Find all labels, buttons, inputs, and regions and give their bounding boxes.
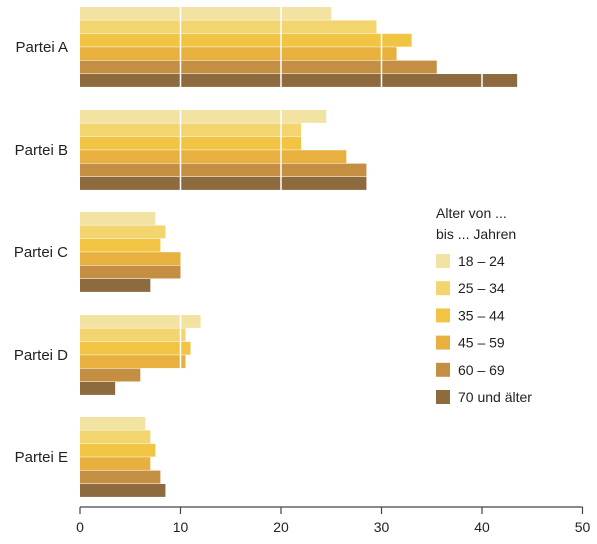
bar-partei-d-70-und-lter	[80, 382, 116, 395]
legend-swatch	[436, 362, 450, 377]
bar-partei-b-45-59	[80, 150, 347, 164]
bar-partei-d-18-24	[80, 315, 201, 328]
gridlines-layer	[179, 7, 483, 396]
bar-partei-a-18-24	[80, 7, 332, 20]
bars-layer	[80, 7, 518, 497]
legend-swatch	[436, 335, 450, 350]
bar-partei-e-60-69	[80, 470, 161, 484]
bar-partei-e-18-24	[80, 417, 146, 430]
bar-partei-e-25-34	[80, 430, 151, 444]
bar-partei-c-25-34	[80, 225, 166, 239]
bar-partei-b-60-69	[80, 163, 367, 177]
x-tick-label: 20	[273, 519, 289, 535]
bar-partei-d-60-69	[80, 368, 141, 382]
bar-partei-a-35-44	[80, 33, 412, 47]
bar-partei-e-45-59	[80, 457, 151, 471]
category-label: Partei E	[15, 449, 68, 466]
category-label: Partei A	[15, 39, 68, 56]
legend-label: 45 – 59	[458, 335, 505, 351]
category-label: Partei D	[14, 347, 68, 364]
bar-partei-d-45-59	[80, 355, 186, 369]
legend-title: Alter von ...	[436, 205, 507, 221]
x-tick-label: 30	[374, 519, 390, 535]
bar-partei-b-70-und-lter	[80, 177, 367, 190]
x-tick-label: 40	[474, 519, 490, 535]
legend-swatch	[436, 390, 450, 404]
x-tick-label: 50	[575, 519, 591, 535]
bar-partei-d-25-34	[80, 328, 186, 342]
category-label: Partei B	[15, 142, 68, 159]
legend-label: 18 – 24	[458, 253, 505, 269]
bar-partei-c-18-24	[80, 212, 156, 225]
legend-swatch	[436, 281, 450, 296]
legend-label: 25 – 34	[458, 280, 505, 296]
legend-label: 35 – 44	[458, 307, 505, 323]
bar-partei-a-45-59	[80, 47, 397, 61]
bar-partei-b-35-44	[80, 136, 302, 150]
bar-partei-a-25-34	[80, 20, 377, 34]
bar-partei-e-35-44	[80, 443, 156, 457]
category-label: Partei C	[14, 244, 68, 261]
bar-partei-c-35-44	[80, 238, 161, 252]
category-labels: Partei A Partei B Partei C Partei D Partei E	[14, 39, 68, 466]
bar-partei-e-70-und-lter	[80, 484, 166, 497]
bar-partei-b-18-24	[80, 110, 327, 123]
x-tick-label: 10	[173, 519, 189, 535]
bar-partei-a-60-69	[80, 60, 437, 74]
bar-partei-c-45-59	[80, 252, 181, 266]
bar-partei-d-35-44	[80, 341, 191, 355]
legend-label: 60 – 69	[458, 362, 505, 378]
bar-partei-c-60-69	[80, 265, 181, 279]
legend-title: bis ... Jahren	[436, 226, 516, 242]
bar-partei-a-70-und-lter	[80, 74, 518, 87]
bar-partei-b-25-34	[80, 123, 302, 137]
legend-swatch	[436, 308, 450, 323]
legend-label: 70 und älter	[458, 389, 532, 405]
x-axis: 0 10 20 30 40 50	[76, 506, 591, 535]
x-tick-label: 0	[76, 519, 84, 535]
legend: Alter von ... bis ... Jahren 18 – 24 25 – 3…	[436, 205, 532, 405]
bar-partei-c-70-und-lter	[80, 279, 151, 292]
legend-swatch	[436, 254, 450, 268]
